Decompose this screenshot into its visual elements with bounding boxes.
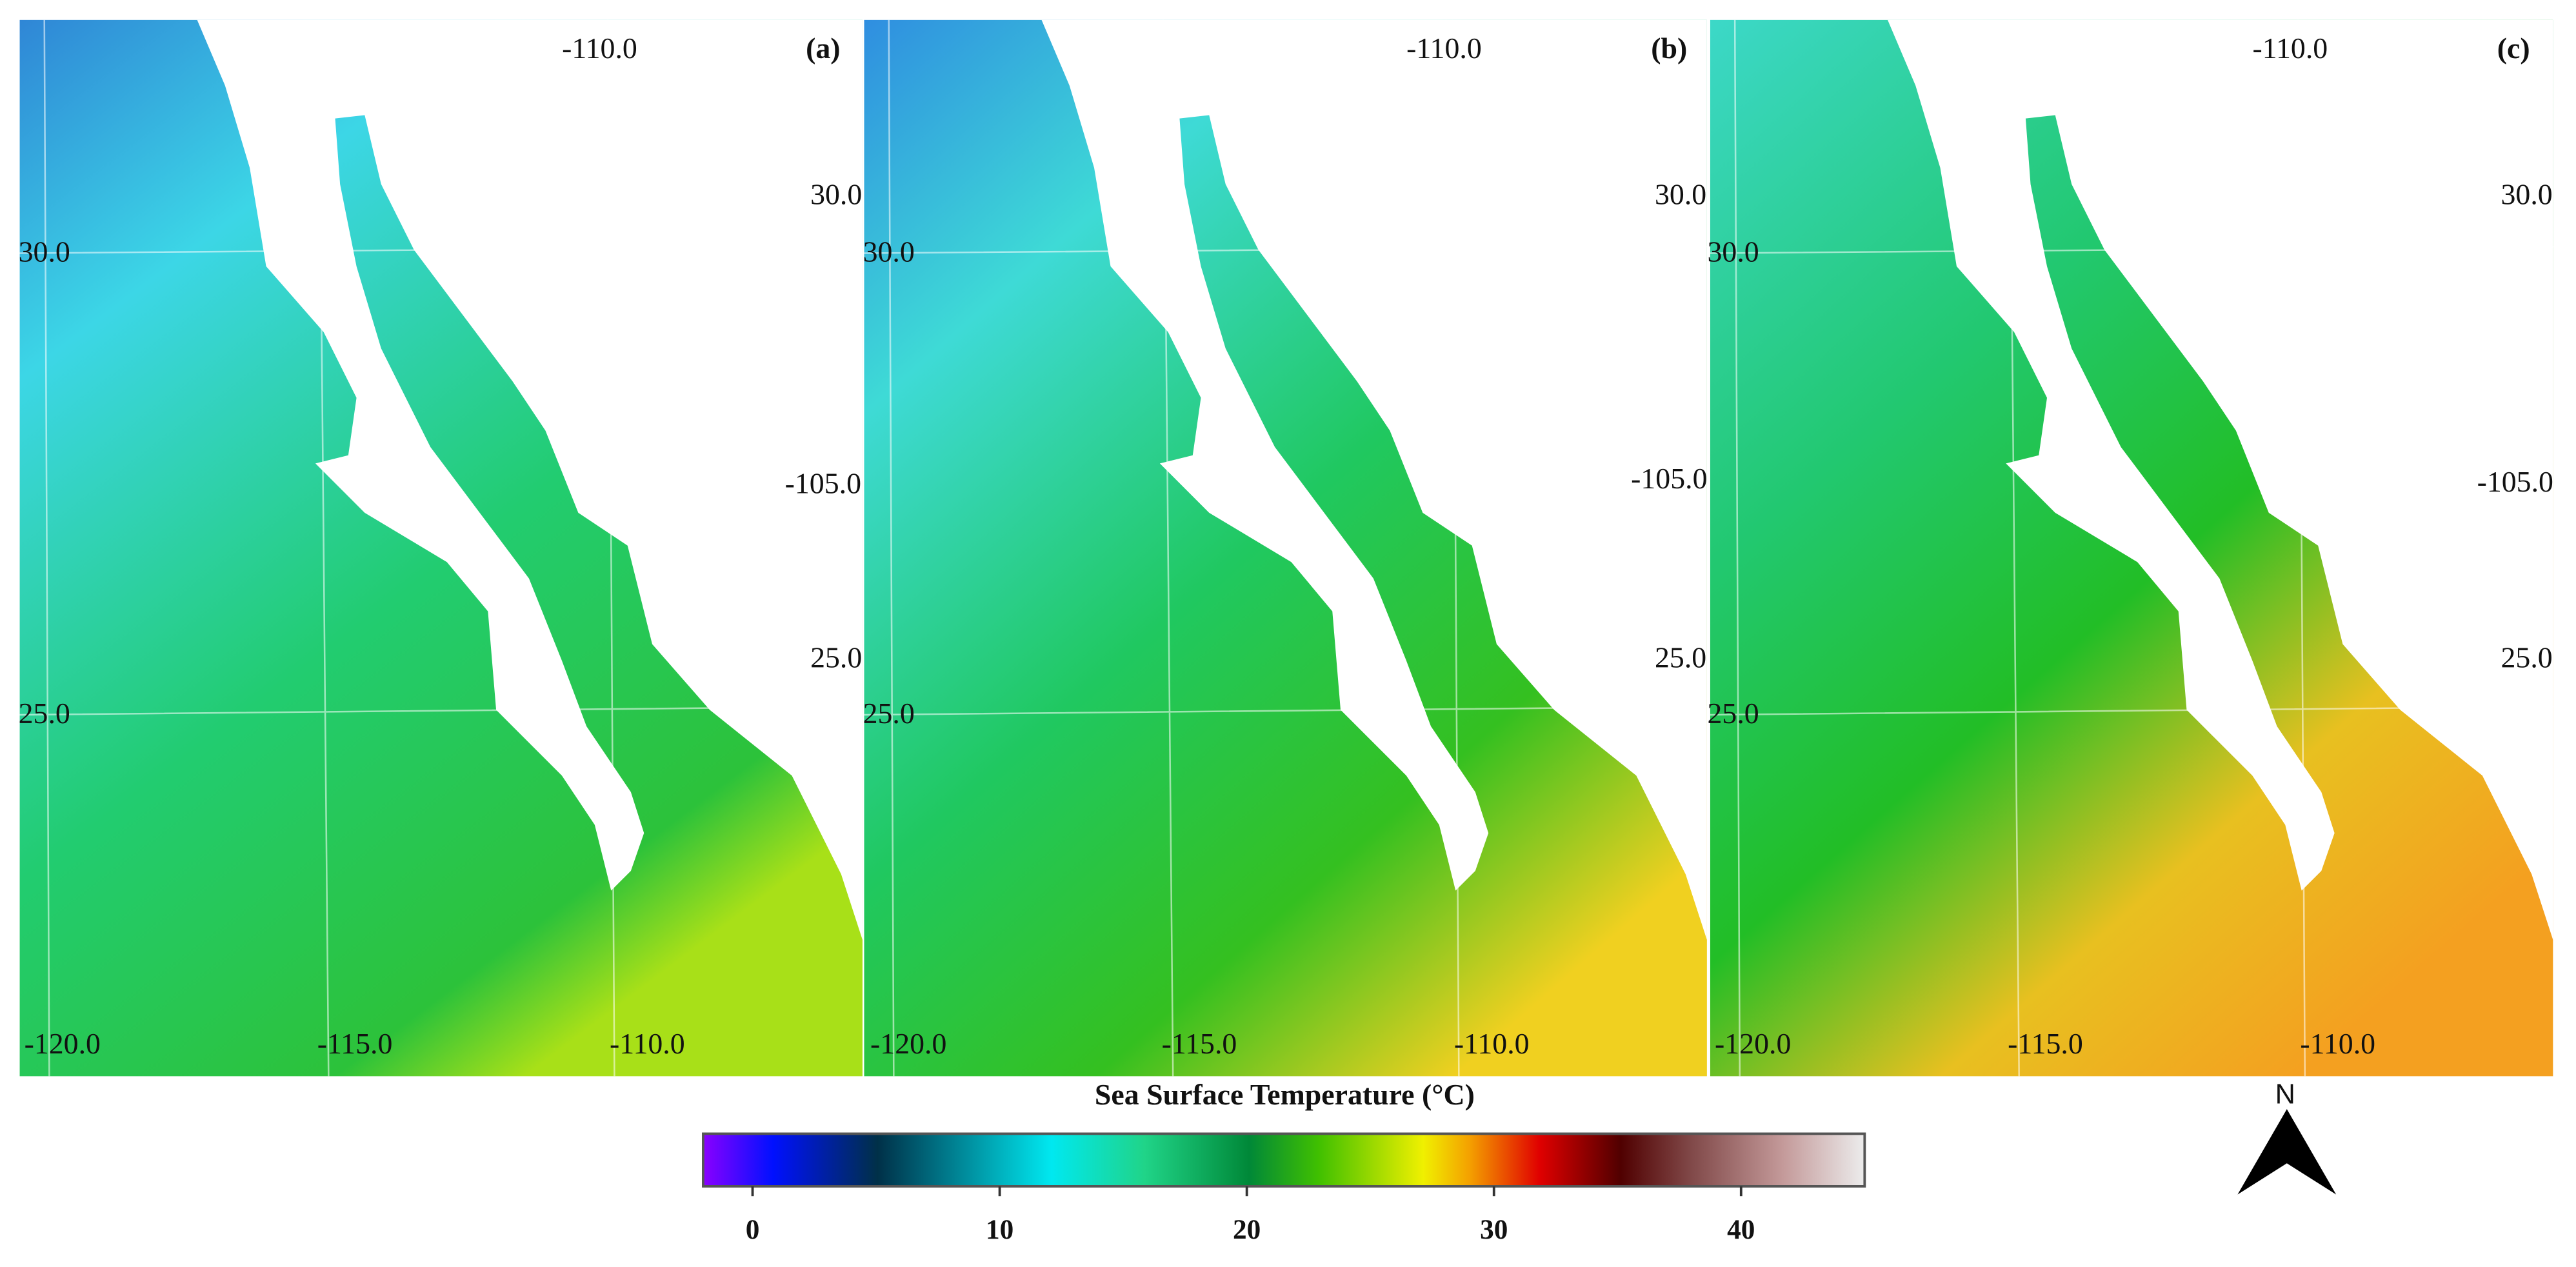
grid-label: 25.0	[19, 697, 70, 730]
grid-label: 25.0	[1708, 697, 1759, 730]
panel-label: (c)	[2497, 32, 2530, 65]
grid-label: -110.0	[2253, 32, 2328, 65]
grid-label: 25.0	[810, 641, 862, 674]
grid-label: -110.0	[1406, 32, 1482, 65]
grid-label: -110.0	[1454, 1027, 1530, 1060]
grid-label: 25.0	[863, 697, 915, 730]
grid-label: -105.0	[2477, 465, 2553, 498]
grid-label: -120.0	[1715, 1027, 1791, 1060]
colorbar-tick-label: 20	[1233, 1214, 1261, 1245]
grid-label: -115.0	[2008, 1027, 2083, 1060]
grid-label: -110.0	[610, 1027, 685, 1060]
grid-label: 25.0	[2501, 641, 2553, 674]
grid-label: -105.0	[1631, 462, 1707, 495]
grid-label: 30.0	[1655, 177, 1706, 210]
colorbar-tick-label: 40	[1727, 1214, 1755, 1245]
grid-label: -105.0	[785, 467, 861, 500]
grid-label: 30.0	[1708, 235, 1759, 268]
north-arrow	[2237, 1109, 2337, 1195]
grid-label: -115.0	[317, 1027, 393, 1060]
colorbar-tick-label: 10	[986, 1214, 1013, 1245]
grid-label: -120.0	[870, 1027, 946, 1060]
colorbar	[702, 1132, 1866, 1188]
north-label: N	[2275, 1079, 2295, 1110]
panel-a	[19, 19, 864, 1077]
grid-label: -110.0	[562, 32, 637, 65]
grid-label: 30.0	[2501, 177, 2553, 210]
panel-b	[863, 19, 1708, 1077]
grid-label: -120.0	[25, 1027, 101, 1060]
grid-label: 30.0	[19, 235, 70, 268]
grid-label: -115.0	[1162, 1027, 1237, 1060]
grid-label: 25.0	[1655, 641, 1706, 674]
panel-label: (a)	[806, 32, 840, 65]
grid-label: 30.0	[863, 235, 915, 268]
grid-label: 30.0	[810, 177, 862, 210]
colorbar-title: Sea Surface Temperature (°C)	[1095, 1078, 1475, 1111]
panel-c	[1709, 19, 2554, 1077]
colorbar-tick-label: 0	[746, 1214, 760, 1245]
grid-label: -110.0	[2300, 1027, 2375, 1060]
colorbar-tick-label: 30	[1480, 1214, 1508, 1245]
panel-label: (b)	[1651, 32, 1687, 65]
